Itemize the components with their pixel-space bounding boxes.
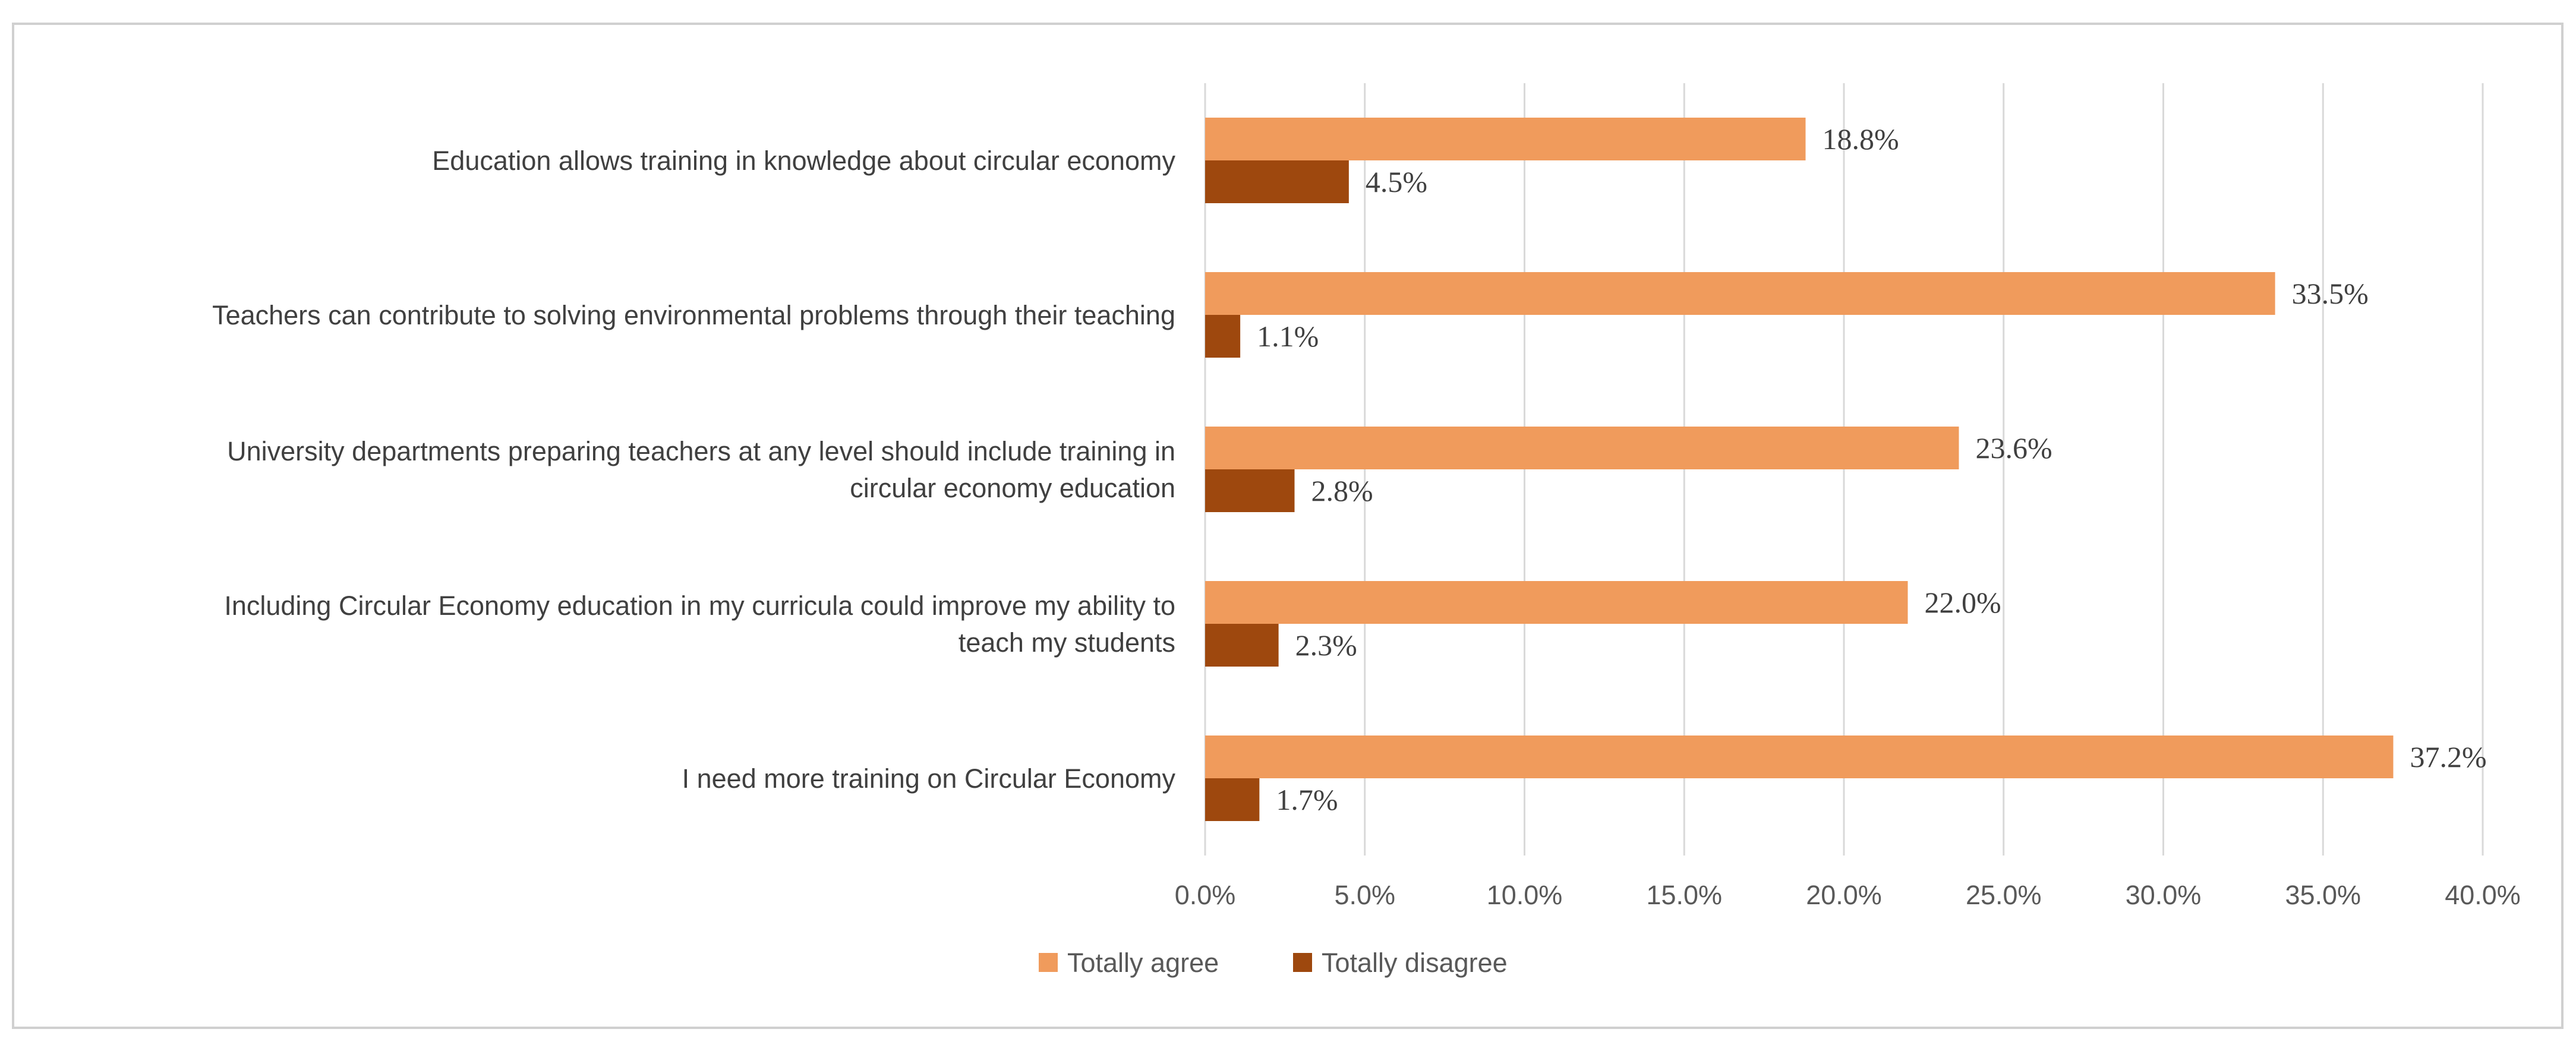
- data-label: 23.6%: [1976, 431, 2052, 465]
- x-tick-label: 0.0%: [1175, 880, 1236, 910]
- x-tick-label: 5.0%: [1334, 880, 1395, 910]
- x-tick-label: 20.0%: [1806, 880, 1882, 910]
- bar-totally-disagree: [1205, 778, 1260, 821]
- legend-label: Totally disagree: [1322, 948, 1508, 978]
- data-label: 18.8%: [1823, 122, 1899, 156]
- data-label: 4.5%: [1366, 165, 1427, 198]
- x-tick-label: 10.0%: [1487, 880, 1563, 910]
- category-label: University departments preparing teacher…: [227, 436, 1175, 466]
- bar-totally-disagree: [1205, 469, 1295, 512]
- bar-totally-disagree: [1205, 624, 1279, 667]
- bar-totally-agree: [1205, 272, 2275, 315]
- bar-totally-agree: [1205, 427, 1959, 469]
- bar-totally-agree: [1205, 118, 1806, 160]
- bar-totally-agree: [1205, 581, 1908, 624]
- data-label: 1.7%: [1276, 783, 1338, 816]
- data-label: 1.1%: [1257, 320, 1319, 353]
- category-label: Education allows training in knowledge a…: [432, 146, 1175, 176]
- category-label: Teachers can contribute to solving envir…: [212, 300, 1175, 330]
- data-label: 2.3%: [1295, 629, 1357, 662]
- legend-label: Totally agree: [1067, 948, 1219, 978]
- data-label: 22.0%: [1925, 586, 2001, 619]
- data-label: 37.2%: [2410, 740, 2487, 774]
- x-tick-label: 40.0%: [2445, 880, 2521, 910]
- category-label: I need more training on Circular Economy: [682, 763, 1176, 794]
- x-tick-label: 35.0%: [2285, 880, 2361, 910]
- category-label: Including Circular Economy education in …: [224, 591, 1175, 621]
- bar-totally-disagree: [1205, 160, 1349, 203]
- bar-totally-agree: [1205, 736, 2394, 778]
- legend-swatch-totally-agree: [1039, 953, 1058, 972]
- x-tick-label: 25.0%: [1966, 880, 2042, 910]
- category-label: teach my students: [958, 627, 1175, 658]
- bar-totally-disagree: [1205, 315, 1241, 358]
- data-label: 2.8%: [1311, 474, 1373, 507]
- category-label: circular economy education: [850, 473, 1175, 503]
- data-label: 33.5%: [2292, 277, 2369, 310]
- legend-swatch-totally-disagree: [1293, 953, 1312, 972]
- x-tick-label: 15.0%: [1646, 880, 1722, 910]
- x-tick-label: 30.0%: [2126, 880, 2202, 910]
